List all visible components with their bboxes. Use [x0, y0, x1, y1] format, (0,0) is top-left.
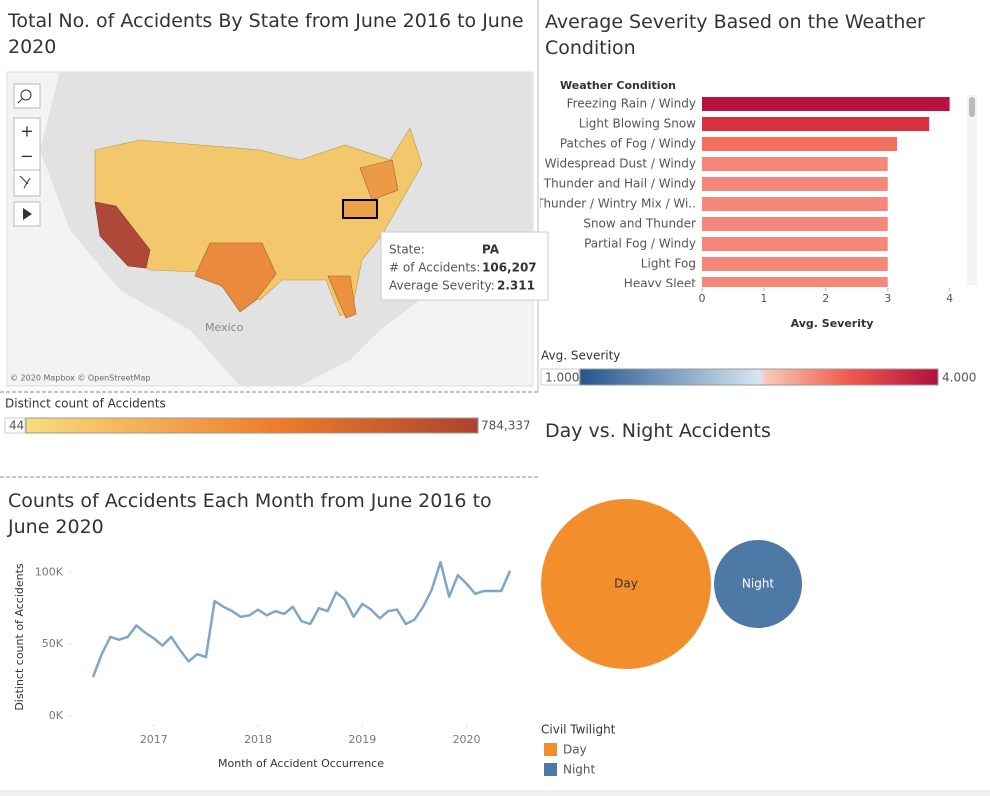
y-tick-label: 100K [35, 565, 64, 578]
legend-title: Civil Twilight [541, 723, 616, 737]
category-label: Heavy Sleet [624, 277, 696, 291]
bars: Freezing Rain / Windy Light Blowing Snow P… [535, 97, 950, 291]
legend-title: Distinct count of Accidents [5, 397, 166, 411]
tooltip-value: 106,207 [482, 261, 537, 275]
bubble-title: Day vs. Night Accidents [545, 420, 771, 442]
bar [702, 217, 888, 231]
category-label: Patches of Fog / Windy [560, 137, 696, 151]
category-label: Thunder and Hail / Windy [543, 177, 696, 191]
bar [702, 237, 888, 251]
x-tick-label: 2020 [453, 733, 481, 746]
y-tick-label: 0K [49, 709, 64, 722]
x-tick-label: 0 [699, 292, 706, 305]
bar [702, 97, 950, 111]
color-ramp [579, 368, 939, 386]
x-tick-label: 2017 [140, 733, 168, 746]
x-tick-label: 3 [884, 292, 891, 305]
color-ramp [25, 417, 479, 434]
category-label: Snow and Thunder [583, 217, 696, 231]
bubble-label: Night [742, 577, 775, 591]
legend-min: 44 [9, 419, 24, 433]
bar [702, 117, 930, 131]
map-attribution: © 2020 Mapbox © OpenStreetMap [10, 374, 150, 383]
y-tick-label: 50K [42, 637, 64, 650]
map-title: Total No. of Accidents By State from Jun… [8, 10, 524, 58]
axis-label: Month of Accident Occurrence [218, 757, 384, 770]
legend-box [540, 368, 580, 386]
x-tick-label: 2018 [244, 733, 272, 746]
legend-max: 4.000 [942, 371, 976, 385]
category-label: Freezing Rain / Windy [567, 97, 696, 111]
category-label: Light Blowing Snow [579, 117, 696, 131]
bubble-label: Day [614, 577, 638, 591]
tooltip-label: # of Accidents: [389, 261, 480, 275]
bubble [541, 498, 712, 670]
bar [702, 257, 888, 271]
legend-swatch [544, 743, 557, 756]
scroll-thumb[interactable] [969, 97, 975, 117]
bar [702, 157, 888, 171]
x-tick-label: 1 [760, 292, 767, 305]
legend-max: 784,337 [481, 419, 531, 433]
legend-swatch [544, 763, 557, 776]
tooltip-label: State: [389, 243, 425, 257]
bubble [714, 539, 803, 629]
bar [702, 177, 888, 191]
x-tick-label: 2 [822, 292, 829, 305]
bar [702, 137, 897, 151]
axis-label: Avg. Severity [791, 317, 874, 330]
legend-entry: Day [563, 743, 587, 757]
svg-text:+: + [20, 122, 33, 141]
line-title: Counts of Accidents Each Month from June… [8, 490, 492, 538]
category-label: Widespread Dust / Windy [545, 157, 696, 171]
tooltip [380, 231, 549, 301]
status-bar [0, 790, 990, 796]
x-tick-label: 2019 [348, 733, 376, 746]
bar [702, 197, 888, 211]
tooltip-value: 2.311 [497, 279, 535, 293]
legend-box [4, 417, 26, 434]
scrollbar[interactable] [967, 95, 977, 285]
x-tick-label: 4 [946, 292, 953, 305]
bar [702, 277, 888, 287]
legend-entry: Night [563, 763, 596, 777]
axis-label: Distinct count of Accidents [13, 563, 26, 711]
tooltip-value: PA [482, 243, 500, 257]
map-label: Mexico [205, 321, 244, 334]
tooltip-label: Average Severity: [389, 279, 495, 293]
line-series [91, 560, 512, 678]
legend-min: 1.000 [545, 371, 579, 385]
axis-header: Weather Condition [560, 79, 676, 92]
category-label: Partial Fog / Windy [584, 237, 696, 251]
bar-title: Average Severity Based on the Weather Co… [545, 11, 925, 59]
svg-text:−: − [20, 147, 33, 166]
map: + − [6, 71, 549, 387]
legend-title: Avg. Severity [541, 349, 620, 363]
category-label: Thunder / Wintry Mix / Wi.. [535, 197, 696, 211]
category-label: Light Fog [641, 257, 696, 271]
